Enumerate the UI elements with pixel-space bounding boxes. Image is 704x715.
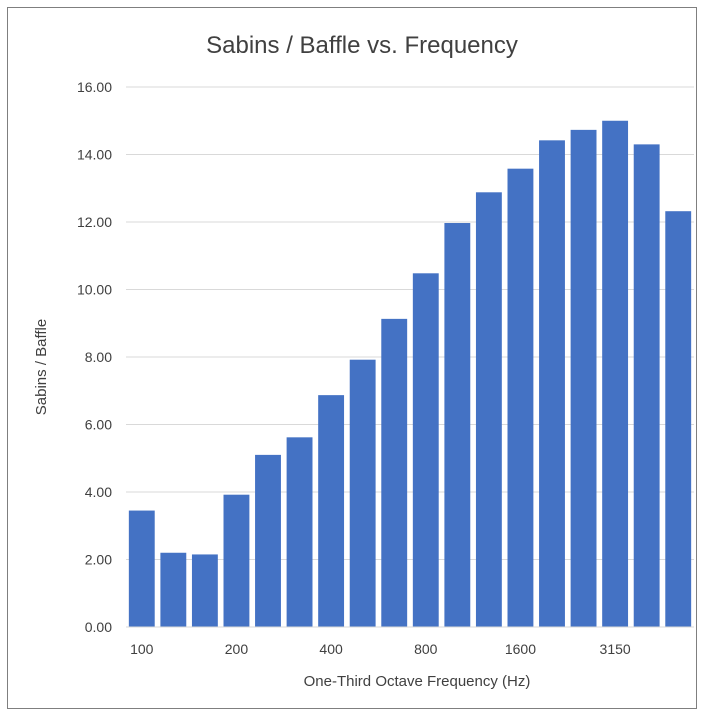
y-tick-label: 0.00: [85, 619, 112, 635]
y-tick-label: 14.00: [77, 147, 112, 163]
y-tick-label: 16.00: [77, 79, 112, 95]
y-tick-label: 4.00: [85, 484, 112, 500]
bar-400: [318, 395, 345, 627]
y-tick-label: 6.00: [85, 417, 112, 433]
bars: [126, 120, 694, 628]
bar-250: [255, 454, 281, 627]
x-tick-label: 1600: [505, 641, 536, 657]
bar-1000: [444, 223, 471, 627]
bar-1250: [475, 192, 502, 628]
y-tick-label: 8.00: [85, 349, 112, 365]
bar-4000: [633, 144, 660, 627]
bar-1600: [507, 168, 534, 628]
bar-3150: [602, 120, 629, 627]
y-tick-label: 2.00: [85, 552, 112, 568]
x-tick-label: 400: [319, 641, 343, 657]
x-axis-ticks: 100 200 400 800 1600 3150: [130, 641, 631, 657]
y-tick-label: 12.00: [77, 214, 112, 230]
y-axis-label: Sabins / Baffle: [33, 319, 50, 415]
bar-200: [223, 494, 250, 627]
bar-315: [286, 437, 313, 627]
bar-2000: [539, 140, 565, 627]
y-axis-ticks: 0.00 2.00 4.00 6.00 8.00 10.00 12.00 14.00 16.00: [77, 79, 112, 635]
chart-title: Sabins / Baffle vs. Frequency: [206, 32, 518, 59]
gridlines: [126, 86, 694, 628]
bar-125: [160, 552, 187, 627]
bar-100: [128, 510, 155, 627]
y-tick-label: 10.00: [77, 282, 112, 298]
bar-chart: Sabins / Baffle vs. Frequency 0.00 2.00 4.…: [33, 32, 694, 690]
bar-160: [191, 554, 218, 627]
bar-5000: [665, 211, 692, 627]
x-axis-label: One-Third Octave Frequency (Hz): [304, 673, 531, 690]
bar-800: [412, 273, 439, 627]
x-tick-label: 3150: [600, 641, 631, 657]
x-tick-label: 200: [225, 641, 249, 657]
bar-630: [381, 318, 408, 627]
chart-frame: Sabins / Baffle vs. Frequency 0.00 2.00 4.…: [7, 7, 697, 709]
x-tick-label: 100: [130, 641, 154, 657]
bar-2500: [570, 129, 597, 628]
bar-500: [349, 359, 376, 627]
x-tick-label: 800: [414, 641, 438, 657]
